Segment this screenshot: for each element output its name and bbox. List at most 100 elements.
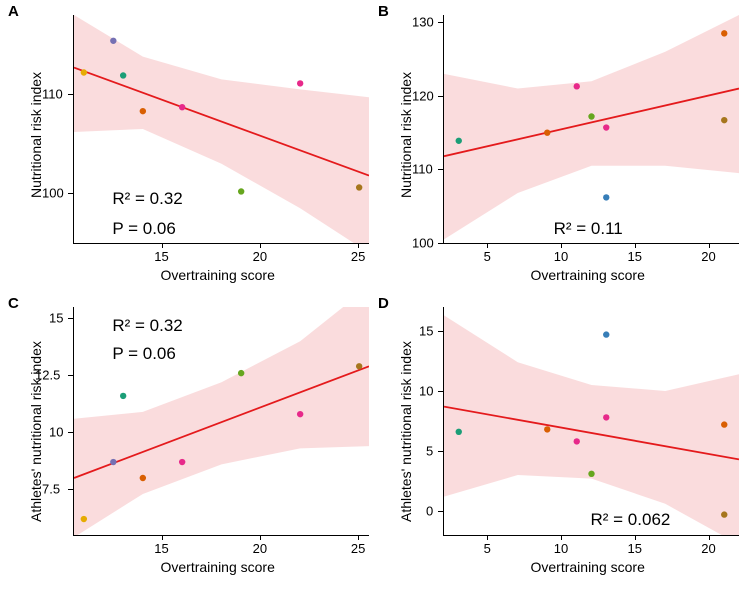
y-tick-label: 100: [412, 236, 434, 251]
y-tick: [438, 169, 443, 170]
stat-annotation: R² = 0.32: [112, 316, 182, 336]
plot-area: [443, 307, 739, 536]
figure-grid: A152025100110Overtraining scoreNutrition…: [0, 0, 740, 585]
x-tick: [709, 243, 710, 248]
y-tick: [68, 193, 73, 194]
x-tick: [487, 535, 488, 540]
data-point: [456, 138, 462, 144]
panel-d: D5101520051015Overtraining scoreAthletes…: [378, 295, 740, 590]
data-point: [456, 429, 462, 435]
data-point: [356, 184, 362, 190]
y-axis-label: Nutritional risk index: [398, 72, 414, 198]
x-tick: [635, 243, 636, 248]
y-tick: [438, 96, 443, 97]
x-tick: [561, 243, 562, 248]
x-tick-label: 20: [253, 249, 267, 264]
panel-label-c: C: [8, 295, 19, 312]
y-tick-label: 7.5: [42, 482, 60, 497]
y-tick-label: 15: [419, 324, 433, 339]
y-tick: [438, 391, 443, 392]
data-point: [544, 426, 550, 432]
y-tick: [438, 451, 443, 452]
x-tick-label: 15: [154, 541, 168, 556]
x-tick-label: 25: [351, 249, 365, 264]
panel-c: C1520257.51012.515Overtraining scoreAthl…: [8, 295, 373, 590]
plot-area: [73, 15, 369, 244]
y-tick: [68, 94, 73, 95]
y-tick-label: 5: [426, 444, 433, 459]
data-point: [603, 194, 609, 200]
confidence-ribbon: [444, 15, 739, 239]
panel-label-a: A: [8, 3, 19, 20]
data-point: [721, 117, 727, 123]
y-tick: [68, 318, 73, 319]
x-axis-label: Overtraining score: [531, 267, 645, 283]
data-point: [179, 104, 185, 110]
x-axis-label: Overtraining score: [161, 559, 275, 575]
plot-svg: [444, 15, 739, 243]
x-tick: [162, 243, 163, 248]
x-tick: [709, 535, 710, 540]
x-tick-label: 20: [701, 249, 715, 264]
data-point: [603, 331, 609, 337]
x-tick-label: 15: [628, 249, 642, 264]
stat-annotation: R² = 0.11: [554, 219, 623, 239]
y-tick-label: 120: [412, 88, 434, 103]
data-point: [81, 69, 87, 75]
data-point: [356, 363, 362, 369]
x-axis-label: Overtraining score: [161, 267, 275, 283]
y-tick: [438, 22, 443, 23]
y-tick-label: 10: [419, 384, 433, 399]
data-point: [238, 188, 244, 194]
data-point: [588, 471, 594, 477]
data-point: [110, 38, 116, 44]
data-point: [721, 511, 727, 517]
data-point: [110, 459, 116, 465]
data-point: [544, 129, 550, 135]
x-tick-label: 10: [554, 541, 568, 556]
data-point: [297, 80, 303, 86]
y-tick-label: 15: [49, 311, 63, 326]
x-tick: [358, 535, 359, 540]
plot-svg: [444, 307, 739, 535]
data-point: [721, 30, 727, 36]
plot-area: [443, 15, 739, 244]
x-axis-label: Overtraining score: [531, 559, 645, 575]
x-tick-label: 15: [628, 541, 642, 556]
x-tick-label: 20: [253, 541, 267, 556]
confidence-ribbon: [74, 15, 369, 253]
x-tick: [260, 535, 261, 540]
data-point: [574, 438, 580, 444]
data-point: [721, 421, 727, 427]
y-tick: [68, 432, 73, 433]
x-tick-label: 5: [484, 249, 491, 264]
data-point: [140, 108, 146, 114]
x-tick-label: 5: [484, 541, 491, 556]
y-tick-label: 100: [42, 186, 64, 201]
x-tick-label: 10: [554, 249, 568, 264]
data-point: [238, 370, 244, 376]
stat-annotation: P = 0.06: [112, 344, 176, 364]
stat-annotation: R² = 0.32: [112, 189, 182, 209]
y-axis-label: Nutritional risk index: [28, 72, 44, 198]
data-point: [120, 393, 126, 399]
x-tick: [561, 535, 562, 540]
x-tick-label: 25: [351, 541, 365, 556]
y-tick: [68, 375, 73, 376]
x-tick: [487, 243, 488, 248]
y-tick-label: 130: [412, 15, 434, 30]
y-axis-label: Athletes' nutritional risk index: [28, 341, 44, 522]
y-tick: [438, 331, 443, 332]
y-tick: [68, 489, 73, 490]
plot-svg: [74, 307, 369, 535]
y-tick-label: 110: [42, 87, 63, 102]
data-point: [140, 475, 146, 481]
y-tick-label: 110: [412, 162, 433, 177]
data-point: [81, 516, 87, 522]
y-tick-label: 0: [426, 504, 433, 519]
panel-label-d: D: [378, 295, 389, 312]
panel-b: B5101520100110120130Overtraining scoreNu…: [378, 3, 740, 298]
data-point: [120, 72, 126, 78]
x-tick: [635, 535, 636, 540]
data-point: [179, 459, 185, 465]
